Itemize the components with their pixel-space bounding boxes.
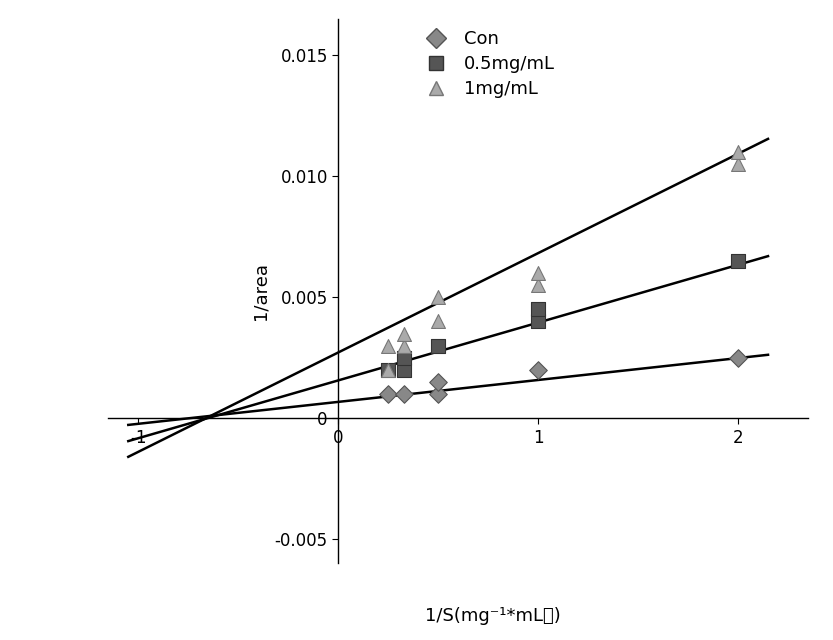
Point <box>431 316 445 326</box>
Point <box>431 292 445 302</box>
Legend: Con, 0.5mg/mL, 1mg/mL: Con, 0.5mg/mL, 1mg/mL <box>412 23 561 106</box>
Point <box>397 328 411 339</box>
Point <box>397 340 411 351</box>
Point <box>382 365 395 375</box>
Point <box>531 304 545 314</box>
Point <box>397 353 411 363</box>
Point <box>531 268 545 278</box>
Y-axis label: 1/area: 1/area <box>251 262 269 320</box>
Point <box>531 280 545 291</box>
Point <box>531 316 545 326</box>
Point <box>731 256 745 266</box>
Point <box>382 340 395 351</box>
Point <box>531 365 545 375</box>
Point <box>397 389 411 399</box>
Point <box>382 365 395 375</box>
Point <box>397 365 411 375</box>
Point <box>731 159 745 170</box>
Point <box>731 353 745 363</box>
Point <box>431 377 445 387</box>
Point <box>431 389 445 399</box>
Point <box>431 340 445 351</box>
Point <box>382 389 395 399</box>
Point <box>731 147 745 157</box>
X-axis label: 1/S(mg⁻¹*mL　): 1/S(mg⁻¹*mL ) <box>426 607 561 625</box>
